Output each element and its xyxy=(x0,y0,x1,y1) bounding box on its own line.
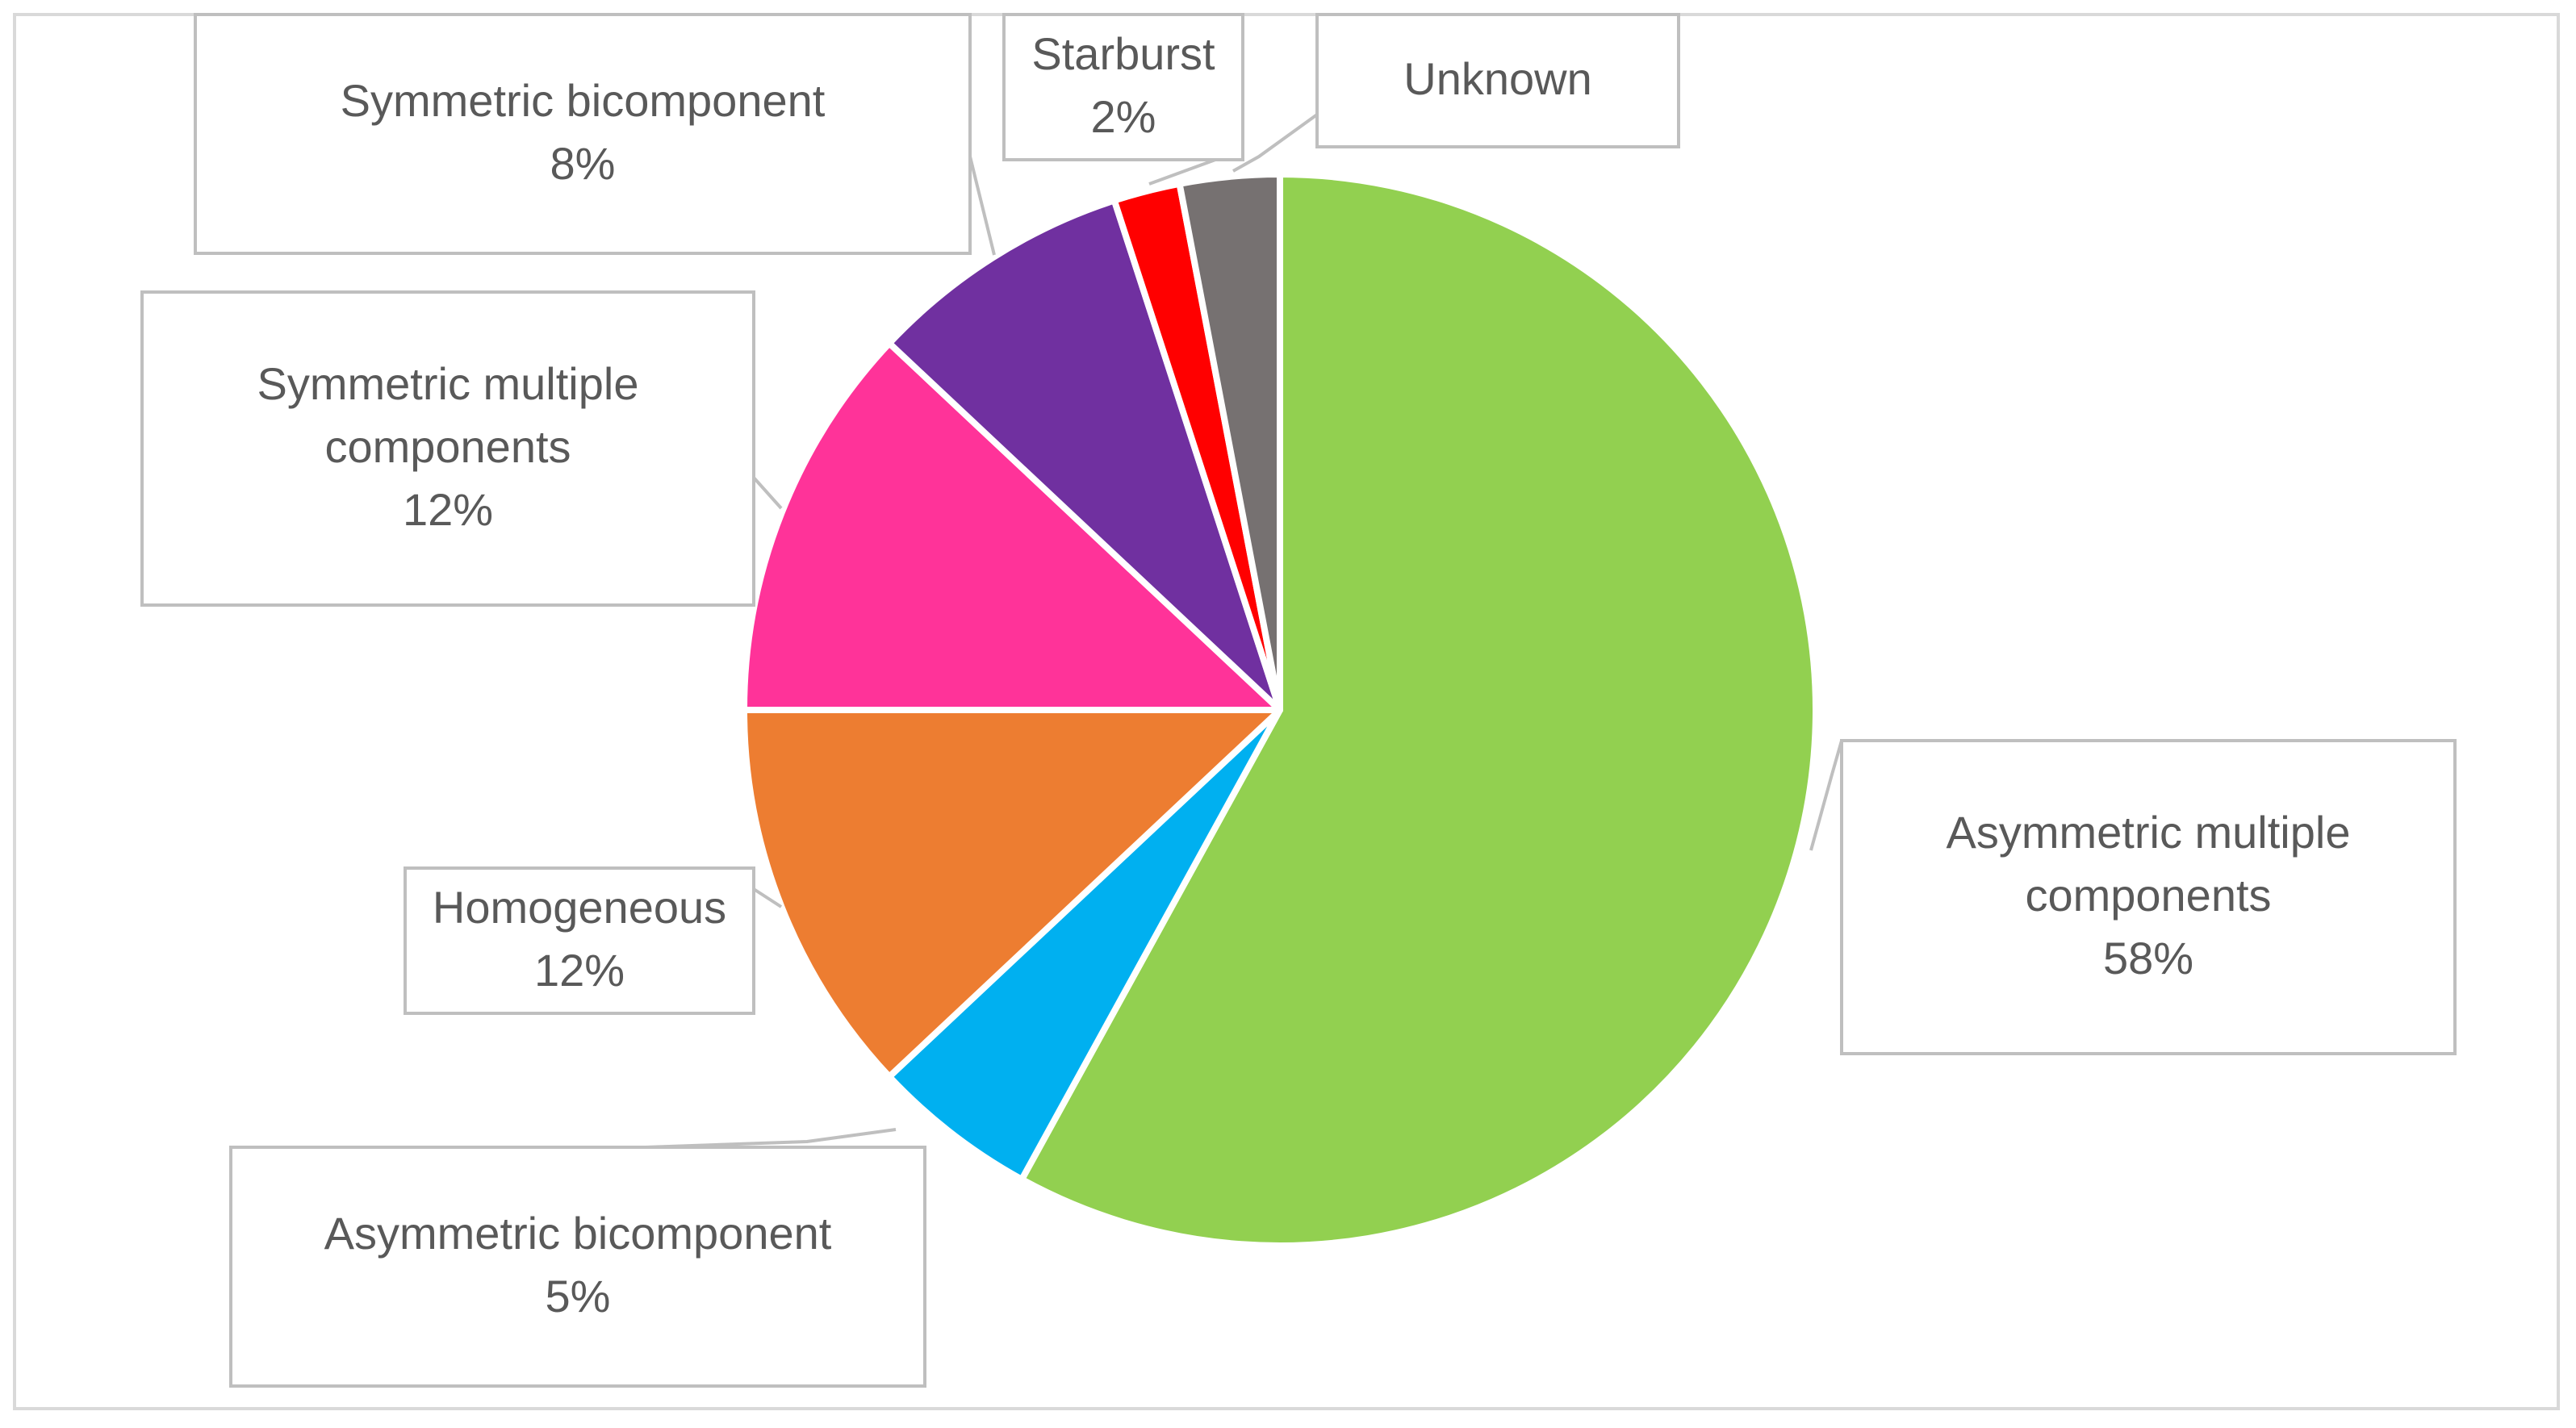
callout-box xyxy=(140,290,755,607)
callout-box xyxy=(404,866,755,1015)
callout-box xyxy=(194,13,972,255)
data-label-name: Homogeneous xyxy=(433,882,726,933)
pie-slices xyxy=(741,171,1819,1249)
data-label-value: 2% xyxy=(1091,91,1156,142)
callout-homogeneous: Homogeneous 12% xyxy=(404,866,755,1015)
data-label-name: Symmetric bicomponent xyxy=(341,75,826,126)
leader-line-asymmetric-multiple-components xyxy=(1809,740,1843,851)
data-label-name: components xyxy=(324,421,571,472)
data-label-name: Symmetric multiple xyxy=(257,358,639,409)
data-label-name: components xyxy=(2025,870,2271,921)
data-label-value: 5% xyxy=(546,1271,611,1322)
pie-slice-symmetric-bicomponent xyxy=(885,197,1283,713)
callout-box xyxy=(1002,13,1244,161)
leader-line-asymmetric-bicomponent xyxy=(645,1128,897,1149)
pie-slice-asymmetric-multiple-components xyxy=(1018,171,1819,1249)
leader-line-symmetric-multiple-components xyxy=(752,476,783,510)
pie-slice-unknown xyxy=(1176,171,1283,713)
data-label-callouts: Asymmetric multiplecomponents58%Asymmetr… xyxy=(140,13,2457,1388)
callout-unknown: Unknown xyxy=(1315,13,1680,148)
callout-box xyxy=(1315,13,1680,148)
leader-line-symmetric-bicomponent xyxy=(968,156,996,256)
callout-box xyxy=(1840,739,2457,1055)
data-label-value: 12% xyxy=(403,484,493,535)
pie-slice-asymmetric-bicomponent xyxy=(885,707,1283,1183)
data-label-name: Asymmetric multiple xyxy=(1947,807,2351,858)
data-label-name: Unknown xyxy=(1403,53,1591,104)
leader-line-unknown xyxy=(1232,113,1319,173)
pie-slice-symmetric-multiple-components xyxy=(741,340,1283,713)
callout-box xyxy=(229,1146,926,1388)
data-label-value: 8% xyxy=(550,138,616,189)
callout-asymmetric-bicomponent: Asymmetric bicomponent 5% xyxy=(229,1146,926,1388)
leader-line-homogeneous xyxy=(752,887,783,908)
pie-slice-homogeneous xyxy=(741,707,1283,1080)
data-label-value: 12% xyxy=(534,945,625,996)
callout-asymmetric-multiple-components: Asymmetric multiple components 58% xyxy=(1840,739,2457,1055)
data-label-value: 58% xyxy=(2103,933,2193,983)
leader-line-starburst xyxy=(1148,158,1216,186)
callout-starburst: Starburst 2% xyxy=(1002,13,1244,161)
data-label-name: Asymmetric bicomponent xyxy=(324,1208,832,1259)
leader-lines xyxy=(645,113,1843,1149)
data-label-name: Starburst xyxy=(1031,28,1215,79)
callout-symmetric-multiple-components: Symmetric multiple components 12% xyxy=(140,290,755,607)
callout-symmetric-bicomponent: Symmetric bicomponent 8% xyxy=(194,13,972,255)
